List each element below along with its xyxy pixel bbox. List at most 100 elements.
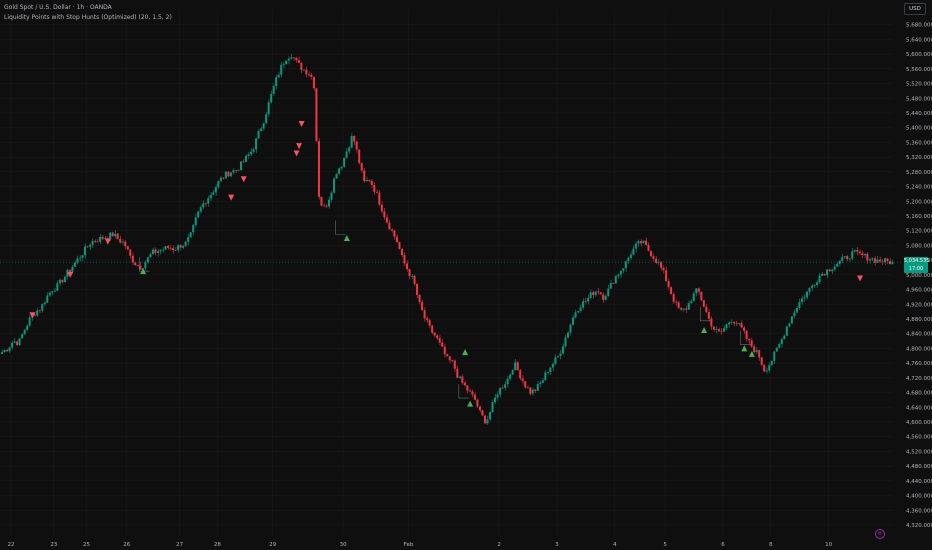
candle-body [312,76,315,89]
candle-body [818,275,821,283]
candle-body [393,230,396,237]
candle-body [161,249,165,251]
candle-body [418,294,421,302]
candle-body [511,369,514,375]
candle-body [209,194,212,199]
candle-body [451,360,454,362]
candle-body [592,292,595,296]
candle-body [624,261,627,269]
y-tick-label: 4,640.000 [906,405,932,411]
candle-body [780,339,783,345]
countdown-timer: 17:00 [908,266,924,272]
candle-body [360,162,363,171]
candle-body [280,64,283,75]
y-tick-label: 5,160.000 [906,214,932,220]
candle-body [106,238,109,240]
candle-body [287,58,290,61]
x-tick-label: 29 [269,542,276,548]
y-tick-label: 5,560.000 [906,67,932,73]
gear-icon[interactable]: ⚙ [875,529,885,539]
candle-body [350,135,353,148]
candle-body [325,205,328,207]
candle-body [509,374,512,379]
candle-body [144,262,147,269]
candle-body [307,74,310,76]
candle-body [491,402,494,413]
candle-body [574,312,577,318]
candle-body [207,198,210,204]
candle-body [227,171,230,177]
candle-body [101,236,104,239]
candle-body [149,254,152,258]
y-tick-label: 5,360.000 [906,140,932,146]
candle-body [725,324,728,329]
candle-body [104,238,107,239]
y-tick-label: 5,320.000 [906,155,932,161]
candle-body [58,279,61,284]
candle-body [257,130,260,139]
candle-body [433,332,436,336]
candle-body [695,288,698,294]
candle-body [662,267,665,271]
indicator-title[interactable]: Liquidity Points with Stop Hunts (Optimi… [4,14,172,21]
candle-body [61,279,64,283]
price-axis: 5,680.000 5,640.000 5,600.000 5,560.000 5,52… [906,23,932,529]
y-tick-label: 5,280.000 [906,170,932,176]
stop-hunt-bracket [740,330,751,346]
candle-body [400,249,403,255]
candle-body [685,308,688,310]
y-tick-label: 4,680.000 [906,391,932,397]
y-tick-label: 5,680.000 [906,23,932,29]
candle-body [66,269,69,277]
chart-grid [0,10,893,536]
y-tick-label: 5,120.000 [906,229,932,235]
candle-body [873,258,876,263]
currency-button[interactable]: USD [904,3,926,15]
candle-body [320,196,323,206]
candle-body [136,265,139,267]
x-tick-label: 8 [769,542,773,548]
candle-body [375,191,378,193]
candle-body [526,387,529,389]
symbol-title[interactable]: Gold Spot / U.S. Dollar · 1h · OANDA [4,4,112,11]
candle-body [192,225,195,233]
candle-body [833,266,836,270]
candle-body [302,69,305,71]
candle-body [204,203,207,205]
candle-body [506,378,509,385]
candle-body [295,57,298,61]
y-tick-label: 5,200.000 [906,199,932,205]
candle-body [587,297,590,302]
candle-body [524,381,527,388]
candle-body [846,256,849,260]
candle-body [556,356,559,358]
candle-body [345,151,348,158]
candle-body [692,293,695,302]
candle-body [878,259,881,262]
candle-body [164,246,167,250]
candle-body [582,301,585,308]
sell-signal-marker [296,143,303,150]
candle-body [866,253,869,261]
candle-body [690,301,693,304]
time-axis: 22 23 25 26 27 28 29 30 Feb 2 3 4 5 6 8 10 [8,542,833,548]
candle-body [270,93,273,103]
candle-body [232,170,235,173]
candle-body [851,251,854,259]
candle-body [252,149,255,152]
y-tick-label: 4,800.000 [906,346,932,352]
candle-body [775,347,778,352]
candle-body [174,250,177,251]
candle-body [569,324,572,333]
candle-body [783,335,786,340]
candle-body [539,382,542,385]
candle-body [338,168,341,174]
x-tick-label: 10 [825,542,832,548]
candle-body [821,273,824,276]
candle-body [471,391,474,395]
candle-body [481,410,484,416]
candle-body [559,353,562,357]
candle-body [456,368,459,378]
candle-body [187,237,190,242]
